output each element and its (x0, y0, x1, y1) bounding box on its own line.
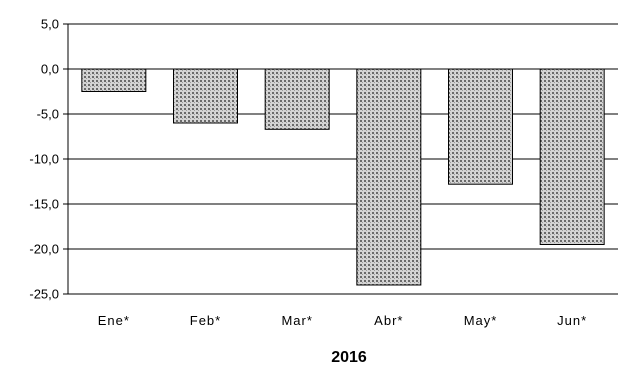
gridlines (68, 23, 618, 295)
bar (539, 68, 605, 245)
x-tick-label: Abr* (374, 313, 403, 328)
y-tick-label: -15,0 (29, 197, 59, 212)
y-tick-label: 0,0 (41, 62, 59, 77)
x-tick-label: Jun* (557, 313, 587, 328)
x-tick-label: Feb* (190, 313, 221, 328)
bar (173, 68, 238, 124)
x-tick-label: May* (464, 313, 498, 328)
x-axis-categories: Ene* Feb* Mar* Abr* May* Jun* (98, 313, 587, 328)
bar (448, 68, 513, 185)
bar (356, 68, 422, 286)
bar (264, 68, 330, 130)
y-tick-label: -25,0 (29, 287, 59, 302)
y-tick-label: -10,0 (29, 152, 59, 167)
x-tick-label: Ene* (98, 313, 130, 328)
x-axis-label: 2016 (331, 349, 367, 366)
y-tick-label: -20,0 (29, 242, 59, 257)
bars (81, 68, 605, 286)
y-tick-label: -5,0 (37, 107, 59, 122)
bar (81, 68, 147, 92)
x-tick-label: Mar* (281, 313, 312, 328)
y-axis-ticks: 5,0 0,0 -5,0 -10,0 -15,0 -20,0 -25,0 (29, 17, 68, 302)
y-tick-label: 5,0 (41, 17, 59, 32)
